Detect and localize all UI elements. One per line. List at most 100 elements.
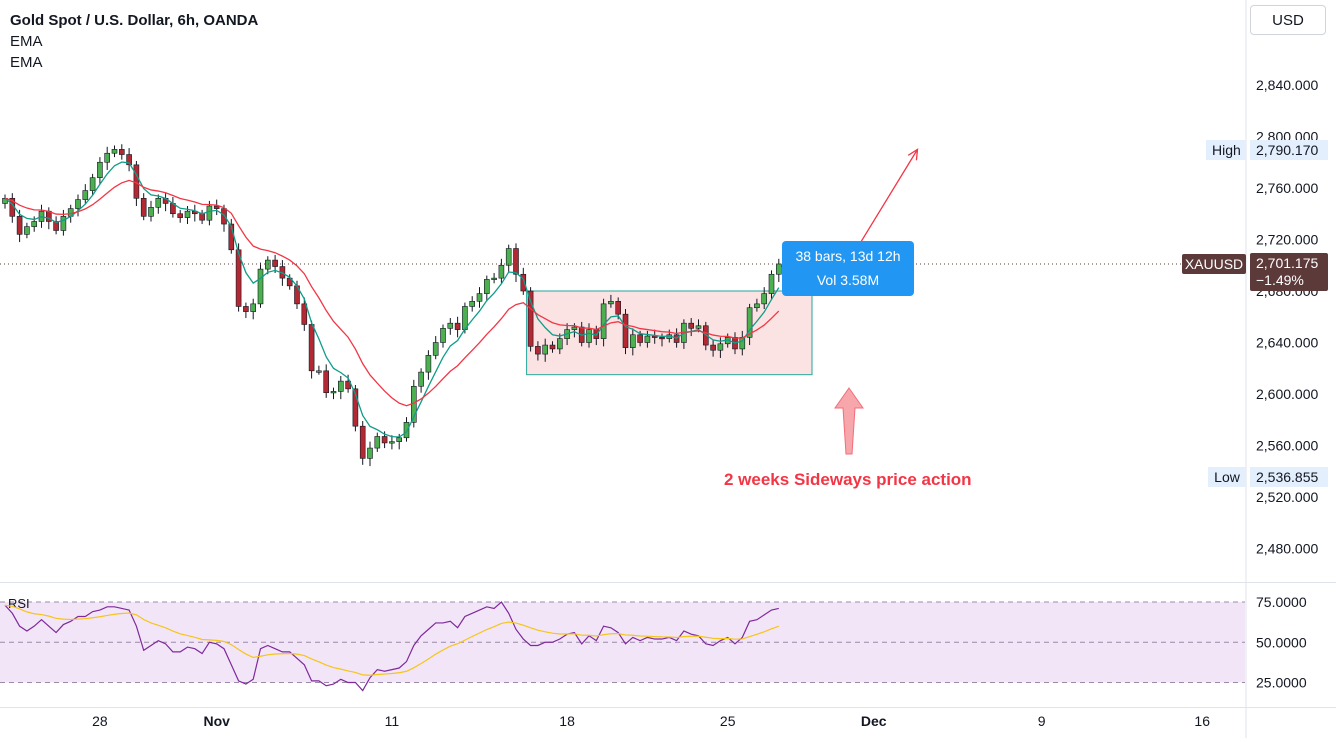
candle <box>746 307 753 338</box>
candle <box>140 198 147 217</box>
candle <box>615 300 622 315</box>
candle <box>775 263 782 275</box>
candle <box>359 425 366 459</box>
candle <box>367 447 373 459</box>
candle <box>695 325 702 329</box>
candle <box>206 205 213 221</box>
symbol-title[interactable]: Gold Spot / U.S. Dollar, 6h, OANDA <box>10 12 259 29</box>
price-axis-label: 2,760.000 <box>1256 180 1318 196</box>
candle <box>250 303 256 312</box>
currency-button[interactable]: USD <box>1250 5 1326 35</box>
candle <box>126 154 132 166</box>
candle <box>659 337 665 340</box>
candle <box>754 303 760 309</box>
rsi-axis-label: 50.0000 <box>1256 634 1307 650</box>
candle <box>535 346 541 355</box>
candle <box>177 213 183 218</box>
candle <box>89 177 96 191</box>
candle <box>629 334 636 348</box>
candle <box>556 338 563 350</box>
candle <box>111 149 118 154</box>
candle <box>608 300 614 305</box>
price-axis-label: 2,480.000 <box>1256 541 1318 557</box>
time-axis-label: Nov <box>203 713 230 729</box>
ema-slow-line <box>4 179 780 407</box>
ema-indicator-label[interactable]: EMA <box>10 54 43 71</box>
time-axis-label: 25 <box>720 713 736 729</box>
candle <box>155 198 162 208</box>
candle <box>272 259 278 267</box>
chart-legend: Gold Spot / U.S. Dollar, 6h, OANDA EMA E… <box>10 10 258 73</box>
candle <box>432 342 439 356</box>
date-range-measure[interactable]: 38 bars, 13d 12h Vol 3.58M <box>782 241 914 296</box>
time-axis-label: 9 <box>1038 713 1046 729</box>
candle <box>257 268 264 305</box>
candle <box>454 322 461 330</box>
candle <box>119 149 125 155</box>
candle <box>16 216 23 235</box>
candle <box>768 273 775 294</box>
candle <box>235 249 242 307</box>
candle <box>31 221 38 227</box>
candle <box>600 303 607 339</box>
last-price: 2,701.175 <box>1256 255 1319 271</box>
time-axis-label: 28 <box>92 713 108 729</box>
candle <box>469 300 476 307</box>
low-value: 2,536.855 <box>1250 467 1328 487</box>
price-axis-label: 2,640.000 <box>1256 335 1318 351</box>
candle <box>440 328 446 343</box>
projection-arrowhead <box>907 148 919 161</box>
candle <box>710 344 716 351</box>
candle <box>308 324 315 372</box>
candle <box>637 334 643 343</box>
candle <box>82 190 89 200</box>
sideways-annotation[interactable]: 2 weeks Sideways price action <box>724 470 972 489</box>
symbol-price-tag: XAUUSD <box>1182 254 1246 274</box>
candle <box>352 388 359 427</box>
candle <box>184 210 191 218</box>
candle <box>389 441 395 444</box>
rsi-line <box>4 601 779 692</box>
candle <box>396 437 403 442</box>
price-change: −1.49% <box>1256 272 1304 288</box>
price-axis-label: 2,600.000 <box>1256 386 1318 402</box>
candle <box>221 208 227 225</box>
ema-indicator-label[interactable]: EMA <box>10 33 43 50</box>
candle <box>491 277 497 280</box>
candle <box>53 221 59 231</box>
candle <box>323 370 330 394</box>
last-price-tag: 2,701.175 −1.49% <box>1250 253 1328 291</box>
candle <box>148 207 154 217</box>
rsi-ma-line <box>4 604 780 676</box>
candle <box>527 290 534 347</box>
candle <box>520 273 527 292</box>
candle <box>97 161 103 178</box>
candle <box>498 264 505 279</box>
candle <box>374 436 381 449</box>
candle <box>542 344 549 355</box>
time-axis-label: Dec <box>861 713 887 729</box>
candle <box>513 248 519 275</box>
candle <box>476 293 483 302</box>
high-value: 2,790.170 <box>1250 140 1328 160</box>
rsi-axis-label: 75.0000 <box>1256 594 1307 610</box>
measure-bars: 38 bars, 13d 12h <box>795 248 901 264</box>
time-axis-label: 11 <box>385 713 400 729</box>
candle <box>24 226 30 235</box>
candle <box>586 329 592 343</box>
candle <box>622 313 629 348</box>
candle <box>505 248 512 266</box>
candle <box>418 371 424 387</box>
candle <box>447 322 454 329</box>
candle <box>425 355 432 373</box>
up-arrow-icon <box>834 387 864 455</box>
candle <box>316 370 322 373</box>
measure-volume: Vol 3.58M <box>816 272 880 288</box>
candle <box>264 259 271 270</box>
candle <box>403 422 410 439</box>
price-axis-label: 2,560.000 <box>1256 438 1318 454</box>
low-label: Low <box>1208 467 1246 487</box>
candle <box>330 391 337 394</box>
